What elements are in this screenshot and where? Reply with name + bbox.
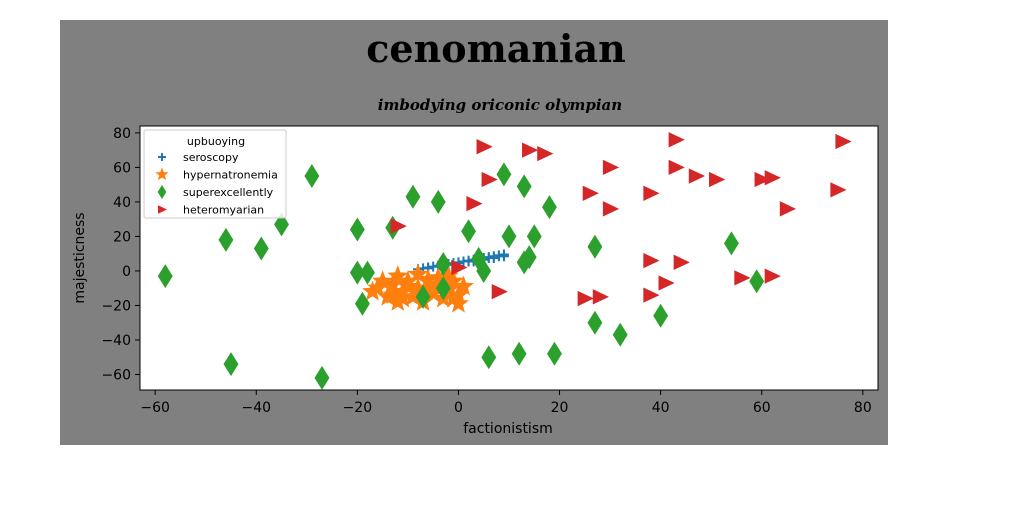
x-tick-label: −60 (140, 400, 170, 416)
y-tick-label: 80 (113, 126, 131, 142)
chart-subtitle: imbodying oriconic olympian (378, 96, 622, 114)
x-tick-label: 20 (551, 400, 569, 416)
y-tick-label: 0 (122, 264, 131, 280)
x-tick-label: −40 (241, 400, 271, 416)
chart-title: cenomanian (366, 26, 625, 71)
y-tick-label: −20 (101, 298, 131, 314)
y-tick-label: −40 (101, 333, 131, 349)
x-tick-label: −20 (343, 400, 373, 416)
x-tick-label: 60 (753, 400, 771, 416)
x-axis-label: factionistism (463, 421, 553, 437)
y-tick-label: 60 (113, 160, 131, 176)
x-tick-label: 80 (854, 400, 872, 416)
y-tick-label: 40 (113, 195, 131, 211)
x-tick-label: 40 (652, 400, 670, 416)
legend: upbuoying seroscopy hypernatronemia supere… (144, 130, 286, 218)
legend-label-hypernatronemia: hypernatronemia (183, 169, 278, 182)
legend-label-heteromyarian: heteromyarian (183, 204, 264, 217)
y-axis-label: majesticness (72, 212, 88, 303)
y-tick-label: 20 (113, 229, 131, 245)
legend-label-superexcellently: superexcellently (183, 186, 274, 199)
y-tick-label: −60 (101, 367, 131, 383)
x-tick-label: 0 (454, 400, 463, 416)
legend-title: upbuoying (187, 135, 245, 148)
legend-label-seroscopy: seroscopy (183, 151, 239, 164)
